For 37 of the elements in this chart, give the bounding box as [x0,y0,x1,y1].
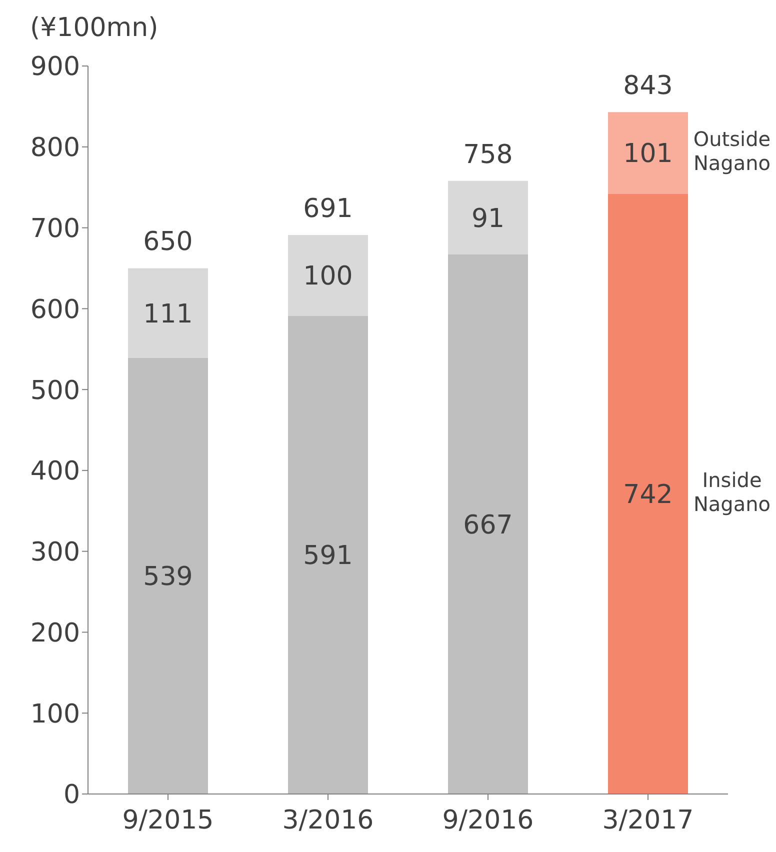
x-tick-label: 9/2016 [442,805,534,836]
total-label: 691 [303,194,353,224]
bar [448,254,528,794]
y-tick-label: 300 [30,538,80,568]
y-tick-label: 100 [30,699,80,730]
x-tick-label: 3/2017 [602,805,694,836]
series-label: Outside Nagano [693,127,771,176]
y-tick-label: 800 [30,133,80,164]
total-label: 843 [623,71,673,102]
x-tick-label: 9/2015 [122,805,214,836]
bar [288,235,368,316]
y-tick-label: 700 [30,214,80,244]
data-label: 742 [623,480,673,510]
data-label: 539 [143,562,193,592]
data-label: 91 [471,204,505,234]
bar [608,112,688,194]
x-tick-label: 3/2016 [282,805,374,836]
bar [128,268,208,358]
bar [608,194,688,794]
data-label: 667 [463,510,513,540]
bar [448,180,528,254]
y-tick-label: 900 [30,52,80,82]
data-label: 111 [143,299,193,330]
y-tick-label: 500 [30,376,80,406]
bar [288,316,368,794]
y-tick-label: 200 [30,618,80,648]
y-tick-label: 600 [30,294,80,325]
y-tick-label: 0 [63,780,80,810]
bar [128,358,208,794]
data-label: 100 [303,262,353,292]
data-label: 101 [623,139,673,170]
y-axis-title: (¥100mn) [29,12,160,45]
total-label: 650 [143,227,193,258]
total-label: 758 [463,140,513,170]
data-label: 591 [303,541,353,572]
y-tick-label: 400 [30,456,80,487]
series-label: Inside Nagano [693,468,771,516]
